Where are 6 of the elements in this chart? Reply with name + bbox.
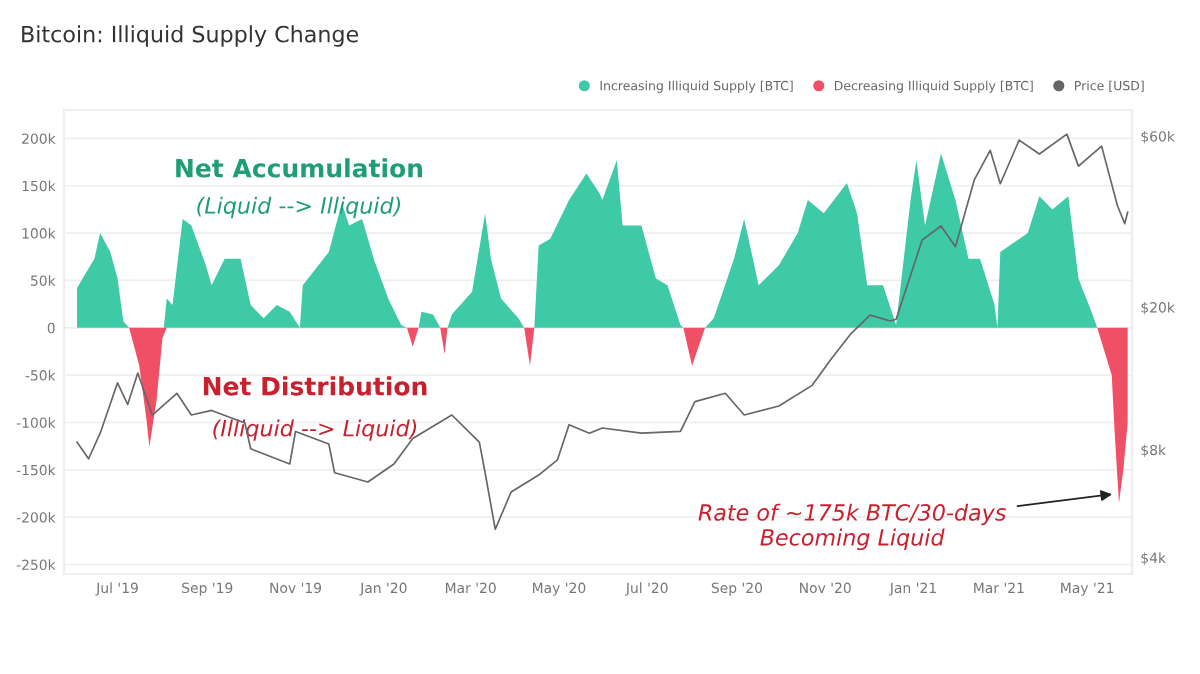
annotation: Rate of ~175k BTC/30-days Becoming Liquid: [698, 503, 1006, 551]
annotation: (Liquid --> Illiquid): [197, 196, 401, 219]
chart-title: Bitcoin: Illiquid Supply Change: [22, 25, 359, 47]
line-series: [76, 133, 1129, 531]
annotation: Net Distribution: [203, 376, 427, 396]
annotation: Net Accumulation: [176, 158, 423, 178]
